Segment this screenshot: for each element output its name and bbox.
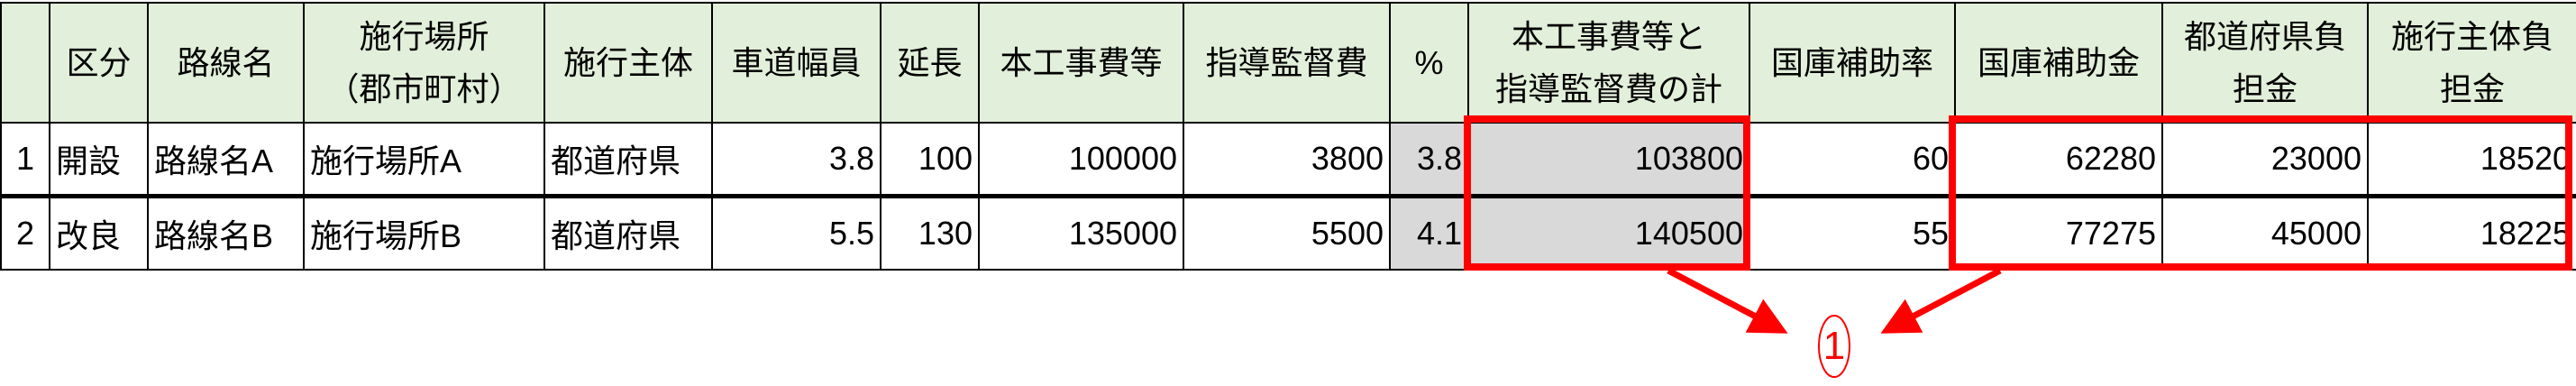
arrow-left xyxy=(1667,267,1788,334)
table-cell[interactable]: 3.8 xyxy=(1389,122,1469,198)
circled-number-marker xyxy=(1818,315,1850,378)
column-header: 施行主体 xyxy=(544,2,713,124)
table-cell[interactable]: 4.1 xyxy=(1389,195,1469,271)
table-cell[interactable]: 3.8 xyxy=(711,122,882,198)
table-cell[interactable]: 開設 xyxy=(49,122,149,198)
column-header: 本工事費等と 指導監督費の計 xyxy=(1467,2,1750,124)
column-header: 区分 xyxy=(49,2,149,124)
table-cell[interactable]: 18520 xyxy=(2367,122,2576,198)
table-cell[interactable]: 路線名A xyxy=(147,122,305,198)
table-cell[interactable]: 18225 xyxy=(2367,195,2576,271)
table-cell[interactable]: 改良 xyxy=(49,195,149,271)
table-cell[interactable]: 55 xyxy=(1749,195,1956,271)
table-cell[interactable]: 1 xyxy=(0,122,50,198)
table-cell[interactable]: 3800 xyxy=(1183,122,1391,198)
column-header: 指導監督費 xyxy=(1183,2,1391,124)
column-header: 都道府県負 担金 xyxy=(2161,2,2369,124)
table-cell[interactable]: 100000 xyxy=(978,122,1184,198)
arrow-right xyxy=(1880,267,2002,334)
column-header xyxy=(0,2,50,124)
table-cell[interactable]: 140500 xyxy=(1467,195,1750,271)
annotation-label: 1 xyxy=(1823,324,1845,368)
table-cell[interactable]: 130 xyxy=(880,195,980,271)
highlight-box-total xyxy=(1464,115,1750,271)
table-row: 2 改良 路線名B 施行場所B 都道府県 5.5 130 135000 5500 4.1 14050… xyxy=(0,195,2576,271)
table-cell[interactable]: 23000 xyxy=(2161,122,2369,198)
table-cell[interactable]: 62280 xyxy=(1954,122,2163,198)
column-header: 車道幅員 xyxy=(711,2,882,124)
table-cell[interactable]: 都道府県 xyxy=(544,122,713,198)
table-cell[interactable]: 5500 xyxy=(1183,195,1391,271)
table-cell[interactable]: 45000 xyxy=(2161,195,2369,271)
column-header: 施行主体負 担金 xyxy=(2367,2,2576,124)
table-cell[interactable]: 135000 xyxy=(978,195,1184,271)
column-header: % xyxy=(1389,2,1469,124)
column-header: 国庫補助率 xyxy=(1749,2,1956,124)
column-header: 本工事費等 xyxy=(978,2,1184,124)
table-cell[interactable]: 路線名B xyxy=(147,195,305,271)
highlight-box-burden xyxy=(1949,115,2572,271)
table-cell[interactable]: 2 xyxy=(0,195,50,271)
table-cell[interactable]: 5.5 xyxy=(711,195,882,271)
column-header: 施行場所 （郡市町村） xyxy=(303,2,545,124)
table-cell[interactable]: 施行場所A xyxy=(303,122,545,198)
table-cell[interactable]: 都道府県 xyxy=(544,195,713,271)
table-cell[interactable]: 施行場所B xyxy=(303,195,545,271)
header-row: 区分 路線名 施行場所 （郡市町村） 施行主体 車道幅員 延長 本工事費等 指導監督費% 本工事費… xyxy=(0,2,2576,124)
column-header: 延長 xyxy=(880,2,980,124)
column-header: 国庫補助金 xyxy=(1954,2,2163,124)
table-cell[interactable]: 103800 xyxy=(1467,122,1750,198)
table-cell[interactable]: 100 xyxy=(880,122,980,198)
column-header: 路線名 xyxy=(147,2,305,124)
